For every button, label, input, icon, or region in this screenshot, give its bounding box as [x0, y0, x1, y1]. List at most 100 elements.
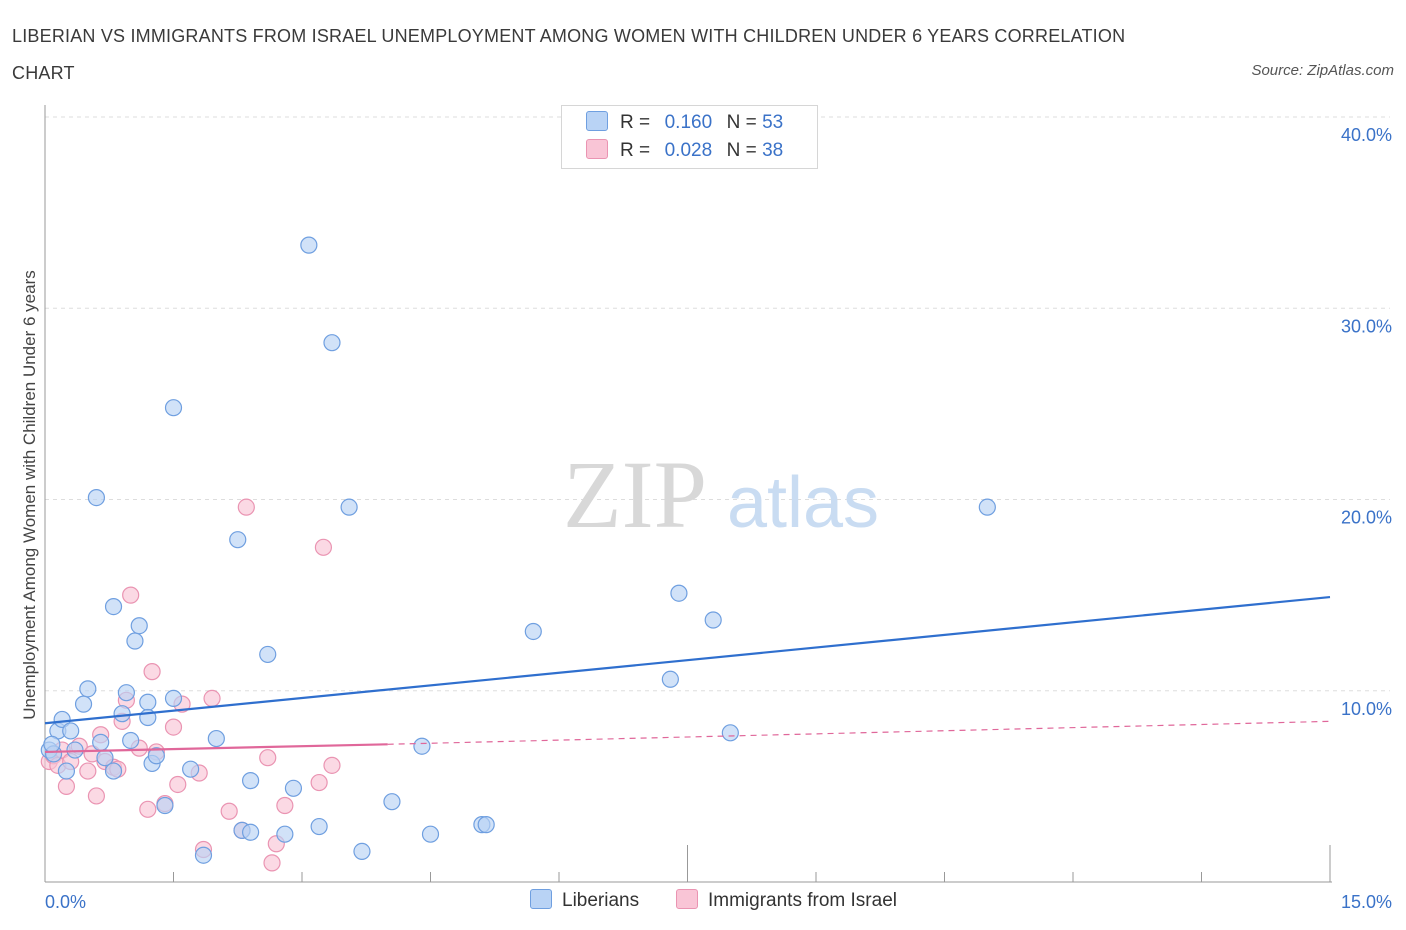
liberian-point [66, 741, 84, 759]
liberian-point [43, 735, 61, 753]
liberian-point [242, 772, 260, 790]
liberian-point [130, 617, 148, 635]
israel-point [323, 756, 341, 774]
legend-n-label: N = [726, 112, 757, 133]
liberian-point [53, 710, 71, 729]
liberian-point [670, 584, 688, 602]
liberian-point [259, 645, 277, 664]
israel-point [237, 498, 255, 516]
liberian-point [164, 689, 183, 708]
legend-r-label: R = [620, 140, 651, 161]
liberian-point [147, 747, 165, 765]
watermark-atlas: atlas [727, 463, 879, 543]
israel-point [87, 787, 106, 805]
liberian-point [74, 695, 93, 713]
legend-row-israel: R = 0.028 N = 38 [586, 139, 783, 167]
liberian-point [194, 846, 213, 864]
liberians-n-value: 53 [762, 112, 784, 133]
israel-point [310, 773, 328, 792]
israel-point [57, 777, 76, 795]
watermark: ZIP atlas [563, 441, 879, 548]
liberian-point [139, 693, 157, 711]
israel-n-value: 38 [762, 140, 784, 161]
liberian-point [323, 334, 341, 352]
israel-point [259, 749, 277, 767]
liberian-point [383, 793, 401, 811]
x-tick-label: 15.0% [1341, 892, 1392, 912]
israel-point [220, 802, 238, 820]
x-tick-label: 0.0% [45, 892, 86, 912]
liberian-point [164, 399, 183, 417]
israel-point [122, 586, 140, 604]
liberian-point [721, 724, 739, 742]
liberian-point [661, 670, 679, 688]
liberian-point [156, 796, 174, 815]
liberian-point [79, 680, 97, 698]
grid-lines [45, 116, 1390, 692]
liberian-point [421, 825, 440, 843]
liberian-point [300, 236, 318, 254]
liberians-legend-swatch [530, 889, 552, 909]
liberian-point [353, 842, 371, 861]
israel-swatch [586, 139, 608, 159]
liberian-point [978, 498, 996, 516]
trend-lines [44, 595, 1331, 754]
israel-point [314, 538, 333, 556]
liberian-point [87, 488, 106, 507]
legend-item-israel: Immigrants from Israel [676, 889, 897, 912]
liberian-point [122, 731, 140, 750]
liberian-point [126, 632, 144, 650]
tick-labels: 10.0% 20.0% 30.0% 40.0% 0.0% 15.0% [45, 125, 1392, 912]
y-tick-label: 40.0% [1341, 125, 1392, 145]
liberian-point [62, 722, 80, 740]
liberian-point [182, 760, 200, 778]
liberian-point [207, 729, 225, 748]
liberian-point [524, 622, 542, 641]
liberian-point [113, 705, 131, 723]
israel-point [263, 854, 281, 872]
liberian-point [117, 684, 135, 702]
israel-legend-swatch [676, 889, 698, 909]
liberians-r-value: 0.160 [664, 112, 713, 133]
legend-n-label: N = [726, 140, 757, 161]
israel-trend-line [44, 743, 388, 754]
liberian-point [92, 733, 110, 751]
liberian-point [413, 737, 431, 755]
israel-point [276, 796, 294, 815]
source-label: Source: ZipAtlas.com [1251, 62, 1394, 79]
watermark-zip: ZIP [563, 441, 707, 548]
y-tick-label: 10.0% [1341, 699, 1392, 719]
legend-label-liberians: Liberians [562, 890, 640, 911]
israel-r-value: 0.028 [664, 140, 713, 161]
liberian-point [229, 531, 247, 549]
y-tick-label: 20.0% [1341, 508, 1392, 528]
liberian-point [276, 825, 294, 843]
liberian-point [57, 762, 76, 780]
legend-label-israel: Immigrants from Israel [708, 890, 897, 911]
israel-point [143, 663, 161, 681]
israel-point [79, 762, 97, 780]
liberian-point [704, 611, 722, 629]
legend-item-liberians: Liberians [530, 889, 639, 912]
israel-point [203, 689, 221, 708]
liberians-trend-line [44, 595, 1331, 725]
israel-point [164, 718, 183, 736]
liberian-point [104, 597, 123, 616]
liberian-point [104, 762, 123, 780]
legend-r-label: R = [620, 112, 651, 133]
liberian-point [242, 823, 260, 841]
legend-row-liberians: R = 0.160 N = 53 [586, 111, 783, 139]
liberians-swatch [586, 111, 608, 131]
chart-title: LIBERIAN VS IMMIGRANTS FROM ISRAEL UNEMP… [12, 26, 1126, 83]
series-legend: Liberians Immigrants from Israel [0, 889, 1406, 915]
y-tick-label: 30.0% [1341, 316, 1392, 336]
liberian-point [284, 779, 303, 797]
israel-point [139, 800, 157, 818]
liberian-point [340, 498, 358, 516]
israel-trend-extension [387, 720, 1331, 745]
liberian-point [477, 816, 495, 834]
israel-point [169, 775, 187, 794]
data-points [40, 236, 996, 872]
liberian-point [310, 817, 328, 836]
